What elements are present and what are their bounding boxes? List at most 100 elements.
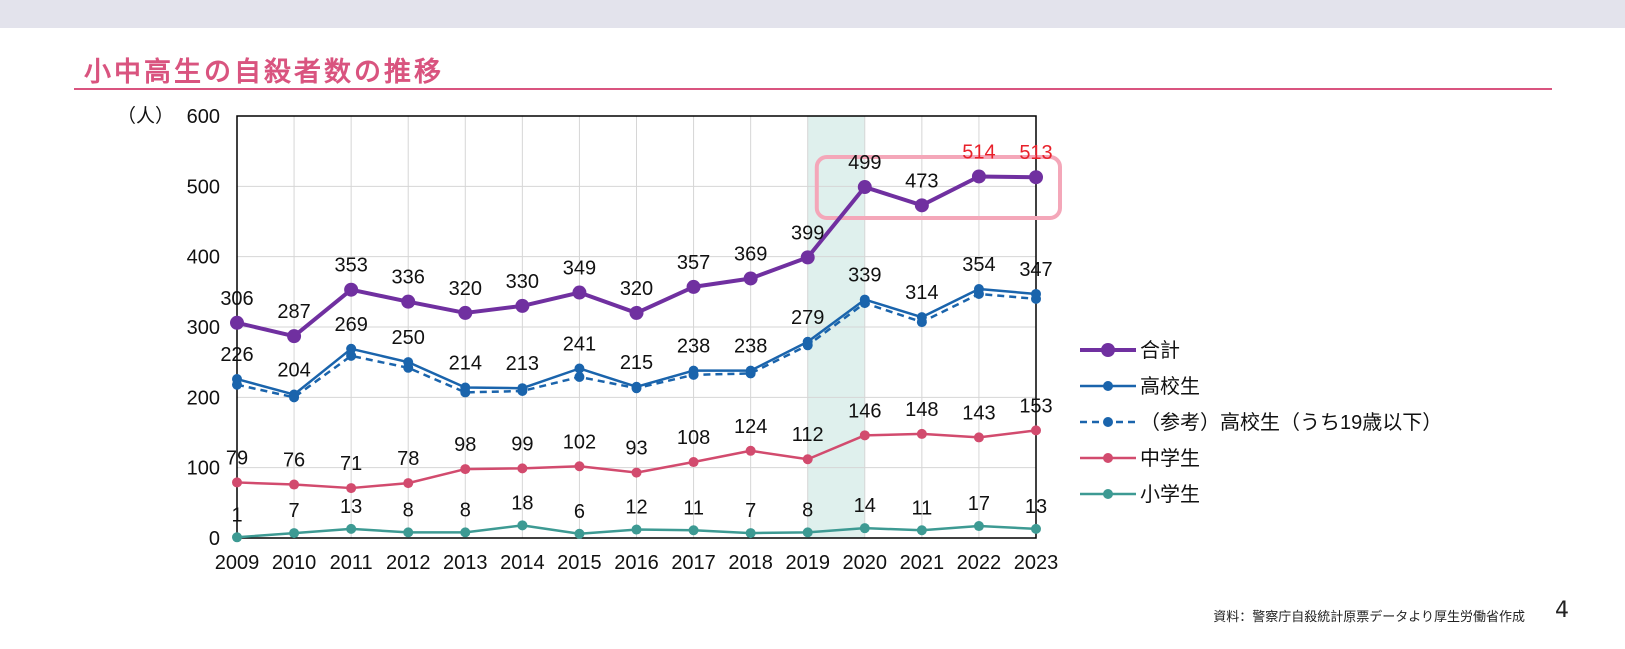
data-point-high_school	[802, 336, 813, 347]
data-label-high_school: 215	[620, 352, 653, 374]
data-label-elementary: 14	[854, 495, 876, 517]
x-tick-label: 2013	[443, 552, 488, 574]
data-point-junior_high	[289, 479, 300, 490]
x-tick-label: 2011	[330, 552, 373, 574]
data-point-junior_high	[631, 467, 642, 478]
data-label-total: 499	[848, 152, 881, 174]
data-label-elementary: 18	[511, 492, 533, 514]
y-tick-label: 200	[187, 387, 220, 409]
legend-label-high_school_under19: （参考）高校生（うち19歳以下）	[1140, 411, 1442, 434]
x-tick-label: 2010	[272, 552, 317, 574]
data-point-high_school	[1031, 288, 1041, 299]
data-label-high_school: 238	[734, 336, 767, 358]
data-point-total	[458, 305, 473, 320]
data-label-junior_high: 79	[226, 447, 248, 469]
data-label-junior_high: 146	[848, 400, 881, 422]
data-point-total	[686, 279, 701, 294]
data-point-high_school	[346, 343, 357, 354]
data-label-total: 357	[677, 252, 710, 274]
source-note: 資料：警察庁自殺統計原票データより厚生労働省作成	[1213, 610, 1525, 625]
data-point-junior_high	[1031, 425, 1041, 436]
x-tick-label: 2014	[500, 552, 545, 574]
y-tick-label: 0	[209, 528, 220, 550]
data-point-total	[857, 180, 872, 195]
data-label-elementary: 17	[968, 493, 990, 515]
data-label-total: 513	[1019, 142, 1052, 164]
legend-marker-high_school_under19	[1103, 417, 1113, 427]
data-label-elementary: 7	[289, 500, 300, 522]
page-number: 4	[1555, 598, 1569, 623]
data-label-junior_high: 124	[734, 416, 767, 438]
data-point-total	[1029, 170, 1043, 185]
data-label-total: 399	[791, 222, 824, 244]
data-point-elementary	[631, 524, 642, 535]
legend-marker-elementary	[1103, 489, 1113, 499]
data-label-high_school: 241	[563, 333, 596, 355]
data-point-junior_high	[460, 464, 471, 475]
data-point-high_school	[631, 381, 642, 392]
data-point-total	[344, 282, 359, 297]
legend-marker-total	[1101, 343, 1115, 357]
data-point-elementary	[232, 532, 242, 543]
x-tick-label: 2019	[785, 552, 830, 574]
data-label-junior_high: 112	[792, 424, 824, 446]
data-point-junior_high	[973, 432, 984, 443]
data-point-elementary	[1031, 523, 1041, 534]
title-underline	[74, 88, 1552, 90]
data-label-elementary: 8	[460, 499, 471, 521]
data-label-junior_high: 98	[454, 434, 476, 456]
data-point-junior_high	[688, 457, 699, 468]
data-label-total: 320	[620, 278, 653, 300]
x-tick-label: 2016	[614, 552, 659, 574]
data-label-total: 287	[277, 301, 310, 323]
data-label-high_school: 354	[962, 254, 995, 276]
data-point-elementary	[460, 527, 471, 538]
data-label-elementary: 6	[574, 501, 585, 523]
data-label-elementary: 1	[231, 504, 242, 526]
data-point-junior_high	[745, 445, 756, 456]
data-label-junior_high: 78	[397, 448, 419, 470]
data-point-total	[401, 294, 416, 309]
data-point-high_school	[973, 284, 984, 295]
data-point-elementary	[517, 520, 528, 531]
data-label-total: 336	[392, 267, 425, 289]
data-point-junior_high	[916, 428, 927, 439]
data-point-elementary	[745, 528, 756, 539]
data-label-high_school: 204	[277, 360, 310, 382]
data-label-junior_high: 153	[1019, 395, 1052, 417]
data-point-elementary	[688, 525, 699, 536]
data-point-high_school	[460, 382, 471, 393]
data-label-elementary: 12	[625, 497, 647, 519]
data-point-high_school	[745, 365, 756, 376]
y-tick-label: 600	[187, 106, 220, 128]
data-point-elementary	[574, 528, 585, 539]
data-label-junior_high: 71	[340, 453, 362, 475]
data-label-high_school: 339	[848, 265, 881, 287]
data-label-elementary: 11	[911, 497, 932, 519]
data-point-total	[743, 271, 758, 286]
x-tick-label: 2015	[557, 552, 602, 574]
data-point-high_school	[688, 365, 699, 376]
data-point-elementary	[859, 523, 870, 534]
data-point-elementary	[916, 525, 927, 536]
y-tick-label: 500	[187, 176, 220, 198]
legend-marker-junior_high	[1103, 453, 1113, 463]
data-label-total: 369	[734, 243, 767, 265]
y-tick-label: 100	[187, 458, 220, 480]
legend-label-total: 合計	[1140, 339, 1180, 362]
legend-label-junior_high: 中学生	[1140, 447, 1200, 470]
data-label-high_school: 213	[506, 353, 539, 375]
data-label-elementary: 13	[1025, 496, 1047, 518]
data-label-high_school: 250	[392, 327, 425, 349]
data-point-elementary	[289, 528, 300, 539]
x-tick-label: 2020	[843, 552, 888, 574]
data-point-total	[800, 250, 815, 265]
data-point-high_school	[232, 374, 242, 385]
data-label-high_school: 314	[905, 282, 938, 304]
x-tick-label: 2023	[1014, 552, 1059, 574]
data-point-total	[287, 329, 302, 344]
data-label-total: 330	[506, 271, 539, 293]
data-point-total	[914, 198, 929, 213]
data-point-elementary	[346, 523, 357, 534]
page-title: 小中高生の自殺者数の推移	[84, 57, 444, 88]
